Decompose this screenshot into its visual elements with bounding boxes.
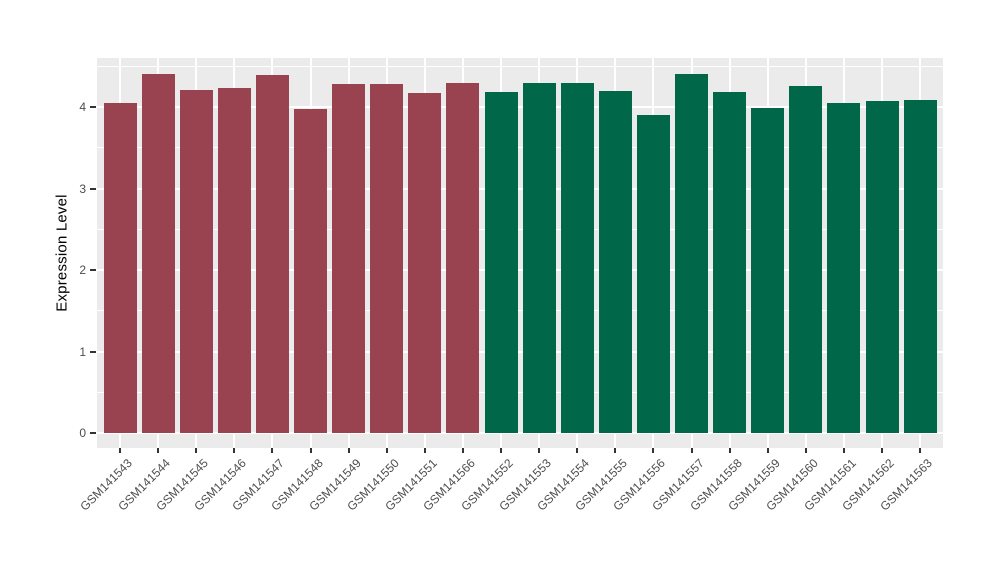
x-axis-tick	[728, 448, 731, 453]
x-axis-tick	[538, 448, 541, 453]
bar-GSM141544	[141, 74, 175, 433]
bar-GSM141562	[865, 101, 899, 433]
x-axis-tick	[500, 448, 502, 453]
bar-GSM141551	[408, 93, 442, 433]
x-axis-tick	[423, 448, 426, 453]
x-axis-tick	[690, 448, 693, 453]
x-axis-tick	[195, 448, 198, 453]
x-axis-tick	[157, 448, 160, 453]
minor-gridline-h	[97, 147, 943, 149]
y-tick-label: 4	[79, 100, 86, 114]
bar-GSM141557	[675, 74, 708, 433]
y-axis-tick	[90, 350, 96, 353]
bar-GSM141559	[751, 108, 785, 433]
bar-GSM141549	[332, 84, 366, 433]
x-axis-tick	[385, 448, 388, 453]
bar-GSM141552	[484, 92, 518, 433]
bar-GSM141553	[522, 83, 556, 433]
x-axis-tick	[309, 448, 312, 453]
plot-panel	[97, 58, 943, 448]
minor-gridline-h	[97, 228, 943, 230]
bar-GSM141550	[370, 84, 404, 433]
x-axis-tick	[614, 448, 617, 453]
x-axis-tick	[881, 448, 883, 453]
x-axis-tick	[461, 448, 464, 453]
major-gridline-h	[97, 106, 943, 108]
major-gridline-h	[97, 432, 943, 434]
major-gridline-h	[97, 269, 943, 271]
y-tick-label: 1	[79, 344, 86, 359]
major-gridline-h	[97, 350, 943, 353]
bar-GSM141561	[827, 103, 861, 433]
y-axis-tick	[90, 432, 96, 434]
bar-GSM141554	[560, 83, 594, 433]
bar-GSM141543	[103, 103, 137, 433]
x-axis-tick	[766, 448, 769, 453]
bar-GSM141548	[294, 109, 327, 433]
bar-GSM141560	[789, 86, 823, 433]
bar-GSM141555	[598, 91, 632, 433]
y-axis-tick	[90, 187, 96, 190]
x-axis-tick	[652, 448, 655, 453]
x-axis-tick	[576, 448, 579, 453]
bar-GSM141546	[217, 88, 251, 433]
minor-gridline-h	[97, 65, 943, 67]
x-axis-tick	[842, 448, 845, 453]
y-tick-label: 3	[79, 181, 86, 196]
x-axis-tick	[804, 448, 807, 453]
y-axis-tick	[90, 106, 96, 108]
y-tick-label: 2	[79, 263, 86, 277]
bar-GSM141558	[713, 92, 747, 433]
x-axis-tick	[347, 448, 350, 453]
x-axis-tick	[271, 448, 274, 453]
minor-gridline-h	[97, 310, 943, 312]
bar-GSM141547	[255, 75, 289, 433]
y-axis-tick	[90, 269, 96, 271]
bar-GSM141563	[903, 100, 937, 433]
bar-GSM141545	[179, 90, 213, 433]
y-tick-label: 0	[79, 426, 86, 440]
bar-GSM141566	[446, 83, 480, 433]
x-axis-tick	[233, 448, 236, 453]
x-axis-tick	[919, 448, 922, 453]
y-axis-title: Expression Level	[53, 194, 71, 312]
bar-GSM141556	[636, 115, 670, 433]
x-axis-tick	[119, 448, 121, 453]
major-gridline-h	[97, 187, 943, 190]
minor-gridline-h	[97, 391, 943, 393]
